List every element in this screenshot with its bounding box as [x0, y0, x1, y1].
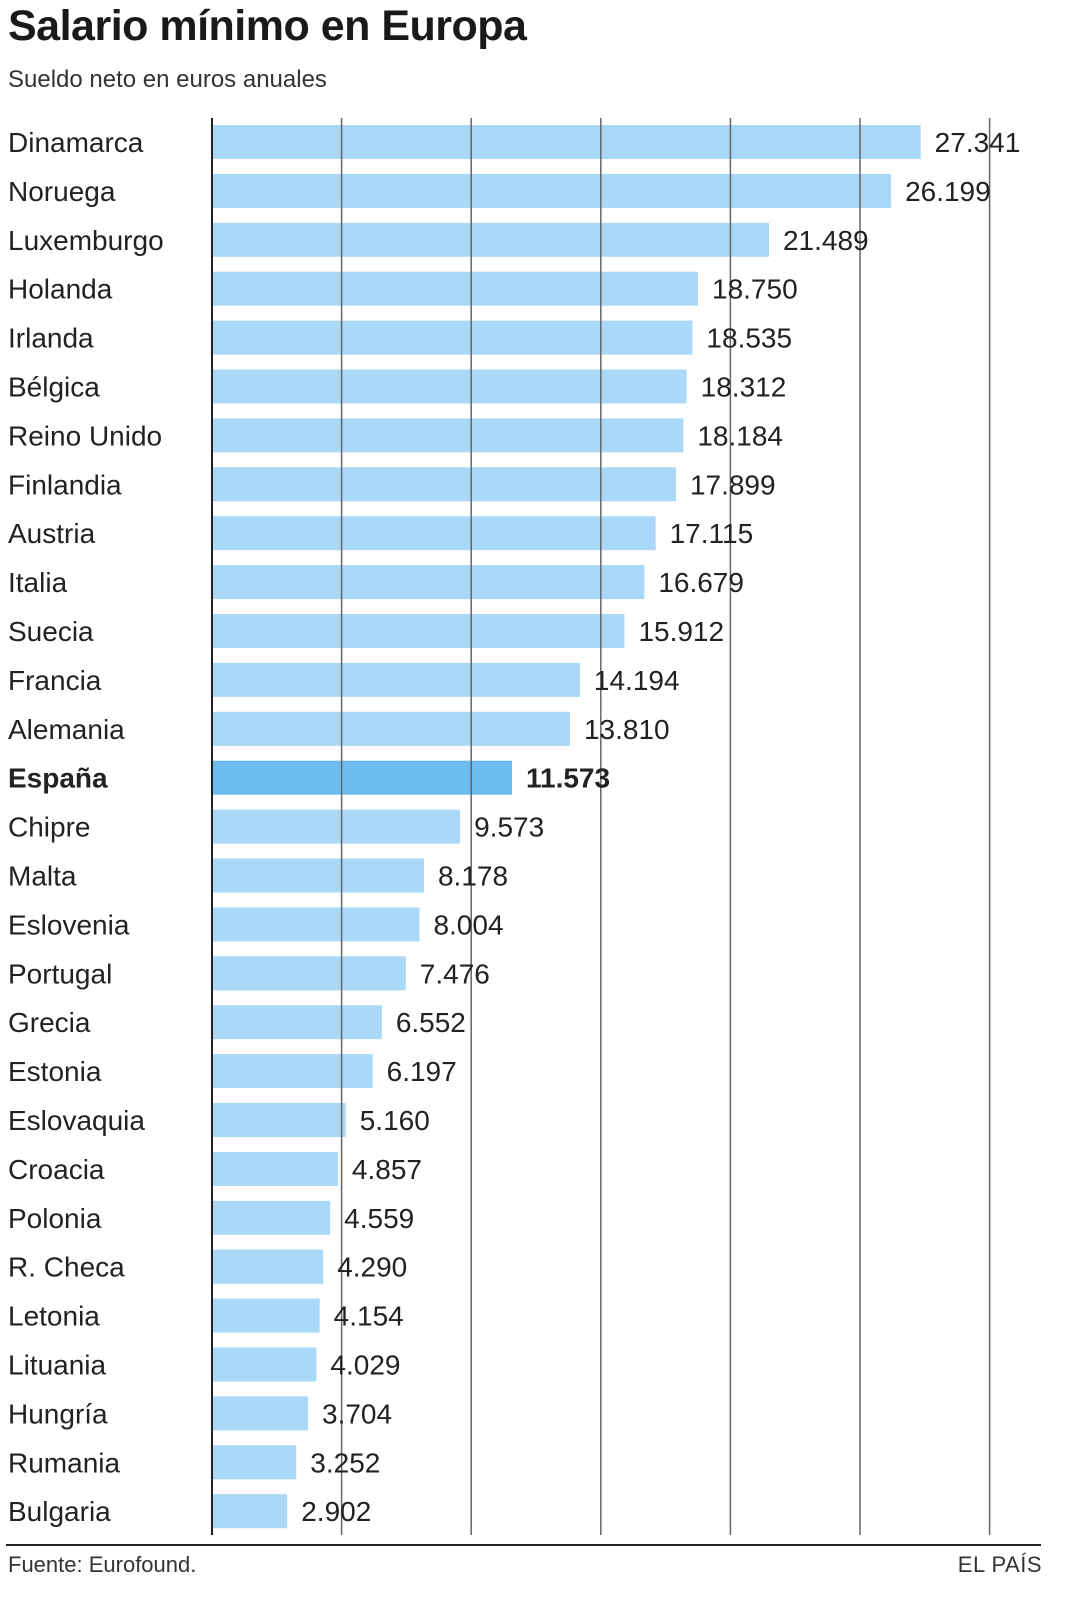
- category-label-7: Finlandia: [8, 469, 122, 500]
- value-label-22: 4.559: [344, 1203, 414, 1234]
- bar-24: [212, 1298, 320, 1333]
- bar-28: [212, 1494, 288, 1529]
- bar-19: [212, 1054, 373, 1089]
- value-label-21: 4.857: [352, 1154, 422, 1185]
- category-label-12: Alemania: [8, 714, 125, 745]
- bar-27: [212, 1445, 297, 1480]
- category-label-0: Dinamarca: [8, 127, 144, 158]
- brand-logo: EL PAÍS: [957, 1552, 1042, 1577]
- value-label-0: 27.341: [935, 127, 1021, 158]
- category-label-9: Italia: [8, 567, 68, 598]
- bar-chart: Dinamarca 27.341 Noruega 26.199 Luxemburgo 21…: [8, 118, 1021, 1535]
- value-label-10: 15.912: [638, 616, 724, 647]
- bar-3: [212, 271, 698, 306]
- category-label-22: Polonia: [8, 1203, 102, 1234]
- value-label-17: 7.476: [420, 958, 490, 989]
- value-label-2: 21.489: [783, 225, 869, 256]
- category-label-17: Portugal: [8, 958, 112, 989]
- value-label-15: 8.178: [438, 861, 508, 892]
- value-label-1: 26.199: [905, 176, 991, 207]
- category-label-11: Francia: [8, 665, 102, 696]
- value-label-9: 16.679: [658, 567, 744, 598]
- category-label-27: Rumania: [8, 1447, 120, 1478]
- value-label-25: 4.029: [330, 1350, 400, 1381]
- category-label-26: Hungría: [8, 1398, 108, 1429]
- value-label-26: 3.704: [322, 1398, 392, 1429]
- bar-5: [212, 369, 687, 404]
- bar-18: [212, 1005, 382, 1040]
- source-note: Fuente: Eurofound.: [8, 1552, 197, 1577]
- bar-7: [212, 467, 676, 502]
- bar-15: [212, 858, 424, 893]
- bar-14: [212, 809, 461, 844]
- category-label-4: Irlanda: [8, 323, 94, 354]
- bar-21: [212, 1151, 338, 1186]
- value-label-11: 14.194: [594, 665, 680, 696]
- category-label-6: Reino Unido: [8, 420, 162, 451]
- category-label-5: Bélgica: [8, 372, 100, 403]
- category-label-16: Eslovenia: [8, 909, 130, 940]
- value-label-28: 2.902: [301, 1496, 371, 1527]
- value-label-8: 17.115: [670, 518, 754, 549]
- bar-6: [212, 418, 684, 453]
- value-label-4: 18.535: [706, 323, 792, 354]
- bar-0: [212, 125, 921, 159]
- value-label-23: 4.290: [337, 1252, 407, 1283]
- footer-divider: [6, 1544, 1041, 1546]
- chart-subtitle: Sueldo neto en euros anuales: [8, 66, 327, 93]
- category-label-18: Grecia: [8, 1007, 91, 1038]
- value-label-16: 8.004: [433, 909, 503, 940]
- category-label-24: Letonia: [8, 1301, 100, 1332]
- bar-16: [212, 907, 420, 942]
- value-label-14: 9.573: [474, 812, 544, 843]
- category-label-28: Bulgaria: [8, 1496, 111, 1527]
- value-label-24: 4.154: [334, 1301, 404, 1332]
- bar-8: [212, 516, 656, 551]
- bar-10: [212, 614, 625, 648]
- bar-2: [212, 222, 769, 257]
- bar-11: [212, 662, 580, 697]
- category-label-8: Austria: [8, 518, 96, 549]
- bar-23: [212, 1249, 324, 1284]
- value-label-19: 6.197: [387, 1056, 457, 1087]
- category-label-15: Malta: [8, 861, 77, 892]
- category-label-21: Croacia: [8, 1154, 105, 1185]
- category-label-1: Noruega: [8, 176, 116, 207]
- bar-26: [212, 1396, 309, 1431]
- value-label-20: 5.160: [360, 1105, 430, 1136]
- bar-20: [212, 1103, 346, 1137]
- bar-4: [212, 320, 693, 355]
- bar-1: [212, 173, 892, 208]
- value-label-13: 11.573: [526, 763, 610, 794]
- bar-9: [212, 565, 645, 600]
- bar-22: [212, 1200, 331, 1235]
- bar-17: [212, 956, 406, 991]
- bar-12: [212, 711, 570, 746]
- value-label-3: 18.750: [712, 274, 798, 305]
- value-label-18: 6.552: [396, 1007, 466, 1038]
- value-label-6: 18.184: [697, 420, 783, 451]
- category-label-20: Eslovaquia: [8, 1105, 145, 1136]
- bar-25: [212, 1347, 317, 1382]
- category-label-19: Estonia: [8, 1056, 102, 1087]
- category-label-23: R. Checa: [8, 1252, 125, 1283]
- category-label-2: Luxemburgo: [8, 225, 164, 256]
- value-label-12: 13.810: [584, 714, 670, 745]
- category-label-10: Suecia: [8, 616, 94, 647]
- category-label-13: España: [8, 763, 108, 794]
- category-label-25: Lituania: [8, 1350, 107, 1381]
- bar-13: [212, 760, 512, 795]
- value-label-27: 3.252: [310, 1447, 380, 1478]
- chart-title: Salario mínimo en Europa: [8, 2, 527, 50]
- category-label-3: Holanda: [8, 274, 113, 305]
- value-label-5: 18.312: [701, 372, 787, 403]
- category-label-14: Chipre: [8, 812, 90, 843]
- value-label-7: 17.899: [690, 469, 776, 500]
